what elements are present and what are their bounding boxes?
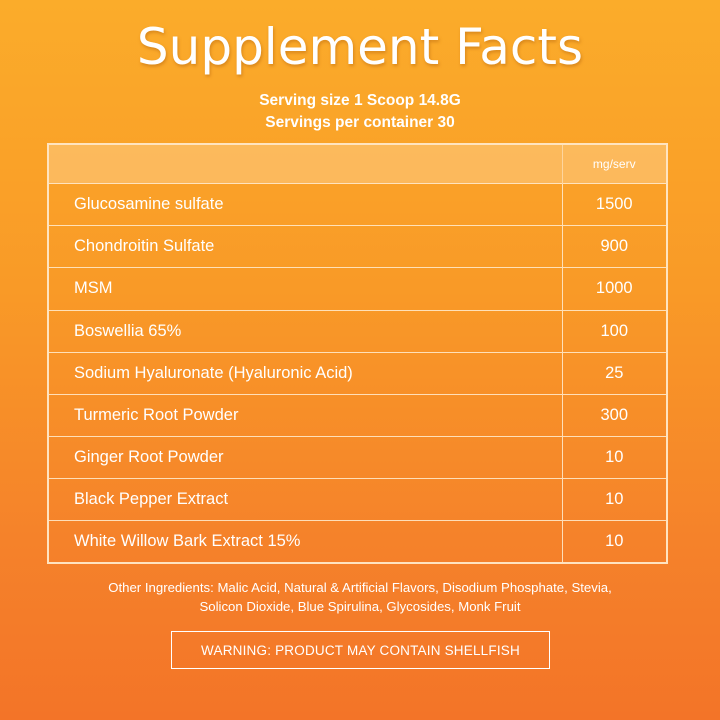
ingredient-amount: 1500 (561, 182, 666, 226)
serving-size: Serving size 1 Scoop 14.8G (259, 92, 461, 109)
servings-per-container: Servings per container 30 (265, 114, 455, 131)
table-row: Glucosamine sulfate 1500 (49, 182, 666, 226)
ingredient-amount: 1000 (561, 267, 666, 311)
ingredient-name: Boswellia 65% (49, 309, 562, 353)
header-name-cell (49, 145, 562, 184)
table-row: Turmeric Root Powder 300 (49, 393, 666, 437)
other-ingredients-line: Other Ingredients: Malic Acid, Natural &… (108, 580, 612, 595)
table-row: Sodium Hyaluronate (Hyaluronic Acid) 25 (49, 351, 666, 395)
ingredient-amount: 25 (561, 351, 666, 395)
ingredient-name: Chondroitin Sulfate (49, 225, 562, 268)
ingredient-amount: 300 (561, 393, 666, 437)
table-row: Ginger Root Powder 10 (49, 436, 666, 479)
other-ingredients: Other Ingredients: Malic Acid, Natural &… (40, 578, 680, 616)
table-row: Black Pepper Extract 10 (49, 478, 666, 521)
ingredient-name: White Willow Bark Extract 15% (49, 520, 562, 562)
ingredient-name: Glucosamine sulfate (49, 182, 562, 226)
ingredient-name: Sodium Hyaluronate (Hyaluronic Acid) (49, 351, 562, 395)
ingredient-name: Black Pepper Extract (49, 478, 562, 521)
table-row: White Willow Bark Extract 15% 10 (49, 520, 666, 562)
table-row: MSM 1000 (49, 267, 666, 311)
ingredient-amount: 10 (561, 478, 666, 521)
unit-header: mg/serv (561, 145, 666, 184)
warning-text: WARNING: PRODUCT MAY CONTAIN SHELLFISH (201, 642, 520, 658)
other-ingredients-line: Solicon Dioxide, Blue Spirulina, Glycosi… (199, 599, 521, 614)
ingredient-amount: 10 (561, 436, 666, 479)
ingredient-amount: 10 (561, 520, 666, 562)
ingredient-name: Turmeric Root Powder (49, 393, 562, 437)
ingredient-amount: 900 (561, 225, 666, 268)
ingredient-name: MSM (49, 267, 562, 311)
ingredient-amount: 100 (561, 309, 666, 353)
page-title: Supplement Facts (136, 18, 584, 76)
ingredient-name: Ginger Root Powder (49, 436, 562, 479)
supplement-facts-table: mg/serv Glucosamine sulfate 1500 Chondro… (47, 143, 668, 564)
table-row: Chondroitin Sulfate 900 (49, 225, 666, 268)
shellfish-warning-box: WARNING: PRODUCT MAY CONTAIN SHELLFISH (171, 631, 550, 669)
table-header-row: mg/serv (49, 145, 666, 184)
table-row: Boswellia 65% 100 (49, 309, 666, 353)
